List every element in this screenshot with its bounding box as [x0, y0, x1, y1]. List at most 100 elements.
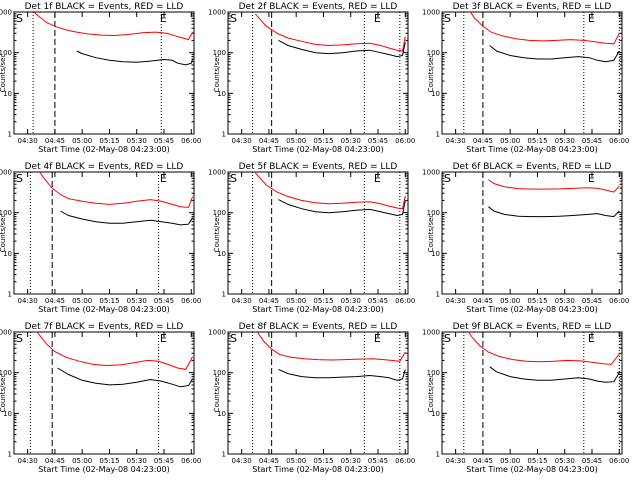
y-tick-label: 10: [431, 250, 440, 258]
y-tick-label: 100: [0, 49, 12, 57]
x-tick-label: 05:00: [286, 457, 306, 465]
x-tick-label: 05:15: [313, 457, 333, 465]
x-tick-label: 06:00: [181, 297, 201, 305]
x-tick-label: 05:15: [527, 297, 547, 305]
x-tick-label: 06:00: [181, 137, 201, 145]
x-axis-label: Start Time (02-May-08 04:23:00): [38, 145, 169, 154]
y-tick-label: 1000: [0, 169, 12, 177]
x-tick-label: 04:45: [45, 457, 65, 465]
x-tick-label: 04:45: [259, 137, 279, 145]
events-line: [57, 367, 194, 388]
plot-frame: [13, 171, 195, 295]
x-tick-label: 05:15: [313, 137, 333, 145]
end-marker: E: [160, 332, 167, 345]
x-tick-label: 05:30: [127, 297, 147, 305]
y-axis-label: Counts/sec: [0, 374, 7, 413]
x-tick-label: 05:45: [582, 297, 602, 305]
lld-line: [254, 172, 406, 210]
y-tick-label: 1000: [0, 9, 12, 17]
panel-title: Det 1f BLACK = Events, RED = LLD: [25, 2, 184, 12]
x-tick-label: 05:00: [500, 297, 520, 305]
panel-title: Det 6f BLACK = Events, RED = LLD: [453, 162, 612, 172]
panel-title: Det 3f BLACK = Events, RED = LLD: [453, 2, 612, 12]
lld-line: [39, 172, 194, 208]
panel: Det 6f BLACK = Events, RED = LLD 1 10 100 10…: [422, 162, 629, 314]
x-tick-label: 06:00: [395, 137, 415, 145]
panel-title: Det 9f BLACK = Events, RED = LLD: [453, 322, 612, 332]
x-axis-label: Start Time (02-May-08 04:23:00): [466, 305, 597, 314]
x-tick-label: 05:30: [555, 137, 575, 145]
lld-line: [467, 332, 620, 365]
x-tick-label: 04:45: [45, 137, 65, 145]
end-marker: E: [160, 12, 167, 25]
panel: Det 8f BLACK = Events, RED = LLD 1 10 100 10…: [208, 322, 415, 474]
x-tick-label: 05:15: [527, 457, 547, 465]
x-axis-label: Start Time (02-May-08 04:23:00): [38, 465, 169, 474]
y-axis-label: Counts/sec: [427, 54, 435, 93]
y-tick-label: 100: [427, 49, 440, 57]
events-line: [278, 368, 406, 381]
lld-line: [256, 332, 406, 362]
x-axis-label: Start Time (02-May-08 04:23:00): [466, 145, 597, 154]
x-tick-label: 05:45: [582, 137, 602, 145]
x-tick-label: 06:00: [609, 297, 629, 305]
x-axis-label: Start Time (02-May-08 04:23:00): [252, 305, 383, 314]
plot-frame: [441, 11, 623, 135]
lld-line: [469, 12, 620, 45]
x-tick-label: 05:45: [368, 457, 388, 465]
x-axis-label: Start Time (02-May-08 04:23:00): [252, 465, 383, 474]
x-tick-label: 04:30: [446, 297, 466, 305]
x-tick-label: 05:00: [500, 137, 520, 145]
y-tick-label: 1000: [208, 329, 226, 337]
start-marker: S: [16, 332, 23, 345]
x-axis-label: Start Time (02-May-08 04:23:00): [252, 145, 383, 154]
panel: Det 4f BLACK = Events, RED = LLD 1 10 100 10…: [0, 162, 201, 314]
x-tick-label: 05:00: [286, 137, 306, 145]
panel: Det 3f BLACK = Events, RED = LLD 1 10 100 10…: [422, 2, 629, 154]
plot-frame: [227, 11, 409, 135]
y-tick-label: 1000: [0, 329, 12, 337]
y-tick-label: 1000: [208, 169, 226, 177]
y-axis-label: Counts/sec: [213, 214, 221, 253]
plot-frame: [13, 331, 195, 455]
x-tick-label: 05:30: [127, 137, 147, 145]
x-tick-label: 04:30: [232, 457, 252, 465]
panel: Det 7f BLACK = Events, RED = LLD 1 10 100 10…: [0, 322, 201, 474]
events-line: [489, 366, 620, 383]
plot-frame: [13, 11, 195, 135]
x-tick-label: 04:45: [259, 297, 279, 305]
y-tick-label: 100: [213, 49, 226, 57]
panel: Det 9f BLACK = Events, RED = LLD 1 10 100 10…: [422, 322, 629, 474]
x-tick-label: 04:30: [446, 137, 466, 145]
x-tick-label: 05:15: [99, 137, 119, 145]
lld-line: [488, 179, 620, 193]
y-tick-label: 1000: [422, 329, 440, 337]
y-tick-label: 10: [217, 410, 226, 418]
y-tick-label: 1: [222, 451, 226, 459]
x-tick-label: 04:45: [259, 457, 279, 465]
lld-line: [33, 12, 194, 41]
start-marker: S: [16, 172, 23, 185]
x-tick-label: 06:00: [609, 457, 629, 465]
y-tick-label: 100: [213, 209, 226, 217]
y-tick-label: 1000: [422, 169, 440, 177]
y-tick-label: 100: [427, 369, 440, 377]
lld-line: [36, 332, 194, 370]
x-tick-label: 05:45: [154, 457, 174, 465]
end-marker: E: [374, 172, 381, 185]
x-tick-label: 04:30: [232, 137, 252, 145]
x-tick-label: 04:30: [232, 297, 252, 305]
panel: Det 2f BLACK = Events, RED = LLD 1 10 100 10…: [208, 2, 415, 154]
x-tick-label: 06:00: [395, 297, 415, 305]
y-axis-label: Counts/sec: [427, 214, 435, 253]
y-tick-label: 10: [431, 410, 440, 418]
plot-frame: [227, 171, 409, 295]
end-marker: E: [374, 332, 381, 345]
x-tick-label: 05:45: [368, 297, 388, 305]
y-tick-label: 100: [0, 369, 12, 377]
y-tick-label: 1000: [422, 9, 440, 17]
x-tick-label: 04:45: [45, 297, 65, 305]
y-tick-label: 100: [0, 209, 12, 217]
x-tick-label: 05:30: [341, 457, 361, 465]
panel: Det 5f BLACK = Events, RED = LLD 1 10 100 10…: [208, 162, 415, 314]
